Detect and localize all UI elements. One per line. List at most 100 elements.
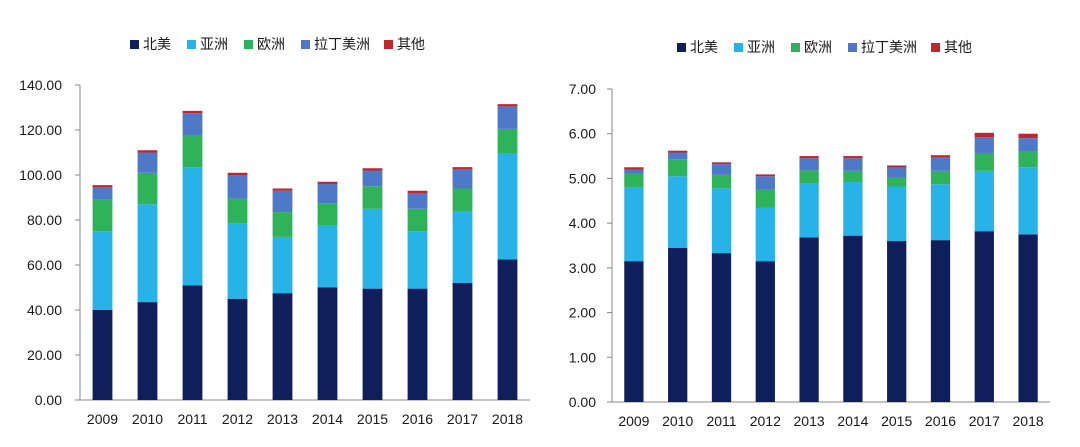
- bar-segment-2009-series-2: [92, 199, 113, 232]
- bar-segment-2018-series-1: [497, 153, 518, 260]
- bar-segment-2017-series-1: [974, 170, 994, 232]
- bar-segment-2012-series-1: [755, 207, 775, 262]
- bar-segment-2016-series-4: [930, 155, 951, 158]
- bar-segment-2011-series-0: [182, 285, 203, 400]
- bar-segment-2018-series-2: [497, 128, 518, 154]
- bar-segment-2017-series-4: [974, 132, 994, 138]
- bar-segment-2017-series-4: [452, 167, 473, 170]
- bar-segment-2016-series-4: [407, 190, 428, 193]
- x-tick-label: 2011: [706, 413, 736, 429]
- bar-segment-2009-series-4: [92, 185, 113, 188]
- bar-segment-2009-series-3: [92, 187, 113, 200]
- bar-segment-2010-series-2: [668, 159, 688, 177]
- bar-segment-2016-series-2: [407, 208, 428, 232]
- x-tick-label: 2013: [267, 411, 298, 427]
- bar-segment-2014-series-2: [843, 170, 863, 183]
- y-tick-label: 60.00: [27, 257, 62, 273]
- bar-segment-2015-series-4: [362, 168, 383, 171]
- bar-segment-2014-series-3: [317, 184, 338, 204]
- bar-segment-2016-series-0: [930, 240, 951, 402]
- bar-segment-2010-series-4: [137, 150, 158, 153]
- x-tick-label: 2011: [177, 411, 207, 427]
- bar-segment-2013-series-0: [799, 237, 819, 402]
- bar-segment-2011-series-1: [182, 167, 203, 286]
- x-tick-label: 2017: [447, 411, 478, 427]
- bar-segment-2012-series-4: [755, 174, 775, 177]
- legend-swatch: [677, 43, 686, 52]
- bar-segment-2014-series-0: [843, 235, 863, 402]
- bar-segment-2015-series-1: [362, 208, 383, 289]
- bar-segment-2014-series-0: [317, 287, 338, 400]
- bar-segment-2013-series-3: [799, 158, 819, 171]
- legend-swatch: [734, 43, 743, 52]
- bar-segment-2017-series-0: [974, 231, 994, 402]
- bar-segment-2012-series-0: [755, 261, 775, 402]
- x-tick-label: 2014: [312, 411, 343, 427]
- y-tick-label: 80.00: [27, 212, 62, 228]
- bar-segment-2015-series-3: [362, 170, 383, 187]
- bar-segment-2017-series-3: [452, 169, 473, 189]
- bar-segment-2016-series-2: [930, 170, 951, 185]
- bar-segment-2015-series-0: [362, 288, 383, 400]
- bar-segment-2013-series-1: [799, 183, 819, 238]
- x-tick-label: 2009: [87, 411, 118, 427]
- bar-segment-2012-series-1: [227, 223, 248, 299]
- bar-segment-2009-series-1: [624, 187, 644, 262]
- y-tick-label: 4.00: [569, 215, 596, 231]
- legend-swatch: [931, 43, 940, 52]
- bar-segment-2015-series-0: [887, 241, 907, 402]
- bar-segment-2012-series-3: [755, 176, 775, 190]
- bar-segment-2014-series-3: [843, 158, 863, 171]
- bar-segment-2017-series-2: [974, 152, 994, 171]
- bar-segment-2009-series-0: [92, 310, 113, 400]
- bar-segment-2012-series-3: [227, 175, 248, 199]
- y-tick-label: 2.00: [569, 305, 596, 321]
- bar-segment-2016-series-1: [930, 184, 951, 241]
- bar-segment-2014-series-1: [317, 225, 338, 288]
- bar-segment-2018-series-4: [497, 104, 518, 107]
- y-tick-label: 100.00: [19, 167, 62, 183]
- x-tick-label: 2015: [357, 411, 388, 427]
- bar-segment-2016-series-3: [930, 157, 951, 171]
- bar-segment-2013-series-1: [272, 236, 293, 294]
- bar-segment-2014-series-4: [843, 156, 863, 159]
- bar-segment-2010-series-1: [668, 176, 688, 248]
- x-tick-label: 2015: [881, 413, 912, 429]
- legend-swatch: [130, 40, 139, 49]
- legend-label: 欧洲: [804, 40, 832, 56]
- bar-segment-2011-series-4: [182, 110, 203, 114]
- legend-label: 北美: [143, 37, 171, 53]
- bar-segment-2011-series-2: [182, 135, 203, 168]
- bar-segment-2018-series-3: [1018, 138, 1038, 152]
- bar-segment-2010-series-2: [137, 172, 158, 205]
- bar-segment-2012-series-4: [227, 172, 248, 175]
- x-tick-label: 2017: [969, 413, 1000, 429]
- legend-swatch: [244, 40, 253, 49]
- x-tick-label: 2009: [618, 413, 649, 429]
- x-tick-label: 2013: [794, 413, 825, 429]
- chart-right: 0.00 1.00 2.00 3.00 4.00 5.00 6.00 7.00 2009 2010…: [569, 40, 1050, 429]
- bar-segment-2012-series-2: [227, 198, 248, 224]
- legend-label: 北美: [690, 40, 718, 56]
- bar-segment-2010-series-4: [668, 150, 688, 153]
- legend-label: 拉丁美洲: [314, 37, 370, 53]
- legend-label: 其他: [944, 40, 972, 56]
- bar-segment-2015-series-2: [362, 186, 383, 209]
- bar-segment-2013-series-0: [272, 293, 293, 400]
- bar-segment-2018-series-0: [497, 259, 518, 400]
- bar-segment-2013-series-4: [799, 156, 819, 159]
- bar-segment-2013-series-2: [272, 212, 293, 237]
- bar-segment-2016-series-3: [407, 193, 428, 209]
- legend-swatch: [791, 43, 800, 52]
- bar-segment-2009-series-4: [624, 167, 644, 170]
- y-tick-label: 0.00: [569, 394, 596, 410]
- bar-segment-2010-series-0: [137, 302, 158, 400]
- bar-segment-2013-series-3: [272, 190, 293, 213]
- legend-label: 欧洲: [257, 37, 285, 53]
- legend-label: 亚洲: [200, 37, 228, 53]
- bar-segment-2010-series-3: [137, 152, 158, 173]
- bar-segment-2014-series-1: [843, 182, 863, 236]
- bar-segment-2018-series-3: [497, 106, 518, 129]
- x-tick-label: 2010: [662, 413, 693, 429]
- bar-segment-2014-series-2: [317, 203, 338, 226]
